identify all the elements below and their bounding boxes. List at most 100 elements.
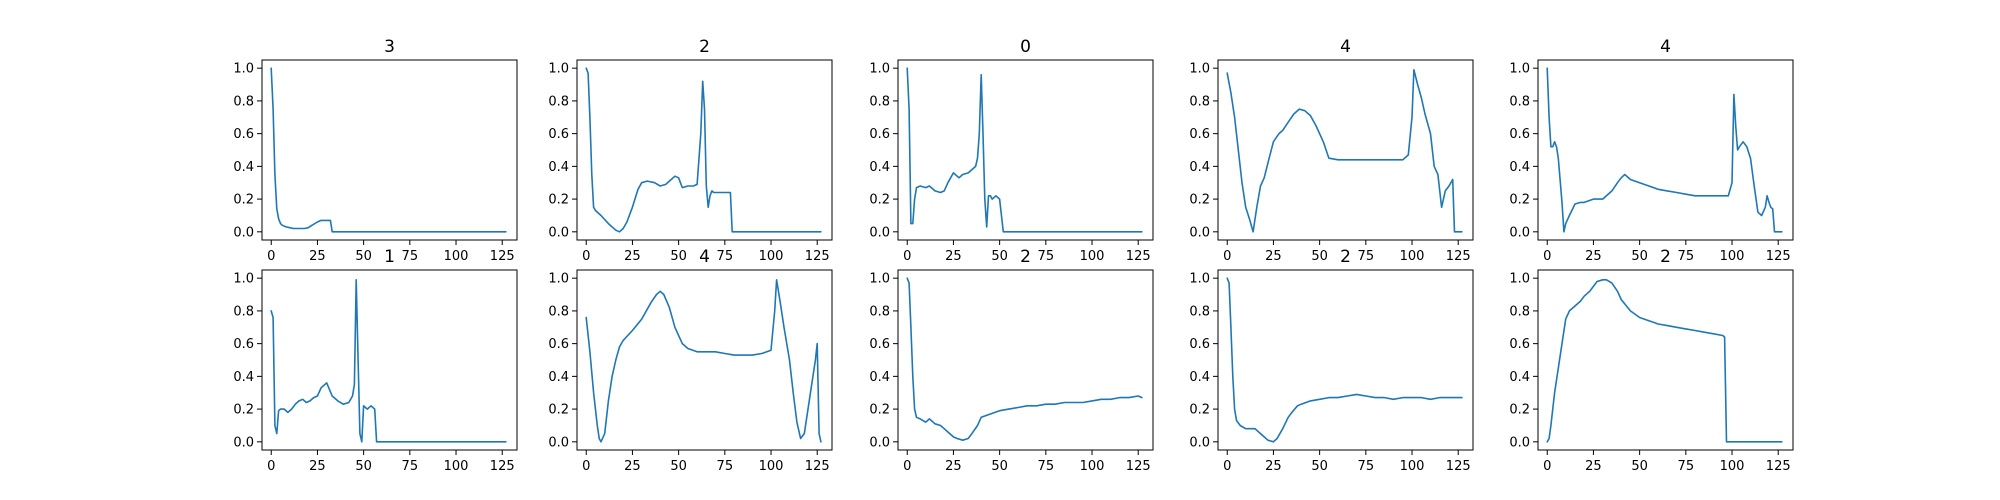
x-tick-label: 25	[1585, 249, 1602, 264]
x-tick-label: 0	[903, 459, 911, 474]
y-tick-label: 0.8	[869, 304, 890, 319]
series-line	[270, 67, 507, 233]
x-tick-label: 50	[991, 459, 1008, 474]
y-tick-label: 1.0	[1189, 272, 1210, 287]
x-tick-label: 75	[1038, 459, 1055, 474]
axes-frame	[1217, 269, 1474, 451]
x-tick-label: 25	[309, 249, 326, 264]
subplot-1: 3 0 25 50 75 100 125 0.0 0.2 0.4 0.6 0.8 1.0	[233, 37, 518, 264]
x-tick-label: 25	[624, 459, 641, 474]
subplot-2: 2 0 25 50 75 100 125 0.0 0.2 0.4 0.6 0.8 1.0	[548, 37, 833, 264]
y-tick-label: 0.4	[1509, 370, 1530, 385]
x-tick-label: 50	[1311, 459, 1328, 474]
y-tick-label: 0.2	[1509, 193, 1530, 208]
x-tick-label: 100	[759, 459, 784, 474]
subplot-6: 1 0 25 50 75 100 125 0.0 0.2 0.4 0.6 0.8 1.0	[233, 247, 518, 474]
x-tick-label: 100	[1720, 249, 1745, 264]
y-tick-label: 0.2	[869, 193, 890, 208]
y-tick-label: 0.0	[548, 225, 569, 240]
y-tick-label: 0.6	[548, 127, 569, 142]
x-tick-label: 50	[1631, 459, 1648, 474]
x-tick-label: 125	[805, 249, 830, 264]
y-tick-label: 0.8	[548, 94, 569, 109]
y-tick-label: 0.0	[233, 435, 254, 450]
x-tick-label: 100	[1400, 459, 1425, 474]
x-tick-label: 125	[1126, 249, 1151, 264]
series-line	[585, 67, 822, 233]
y-tick-label: 0.6	[233, 127, 254, 142]
x-tick-label: 75	[1678, 459, 1695, 474]
y-tick-label: 1.0	[548, 62, 569, 77]
x-tick-label: 100	[1080, 249, 1105, 264]
axes-frame	[261, 269, 518, 451]
x-tick-label: 125	[1446, 459, 1471, 474]
x-tick-label: 75	[402, 249, 419, 264]
x-tick-label: 50	[991, 249, 1008, 264]
y-tick-label: 0.0	[548, 435, 569, 450]
y-tick-label: 0.4	[233, 160, 254, 175]
x-tick-label: 25	[945, 459, 962, 474]
y-tick-label: 1.0	[233, 272, 254, 287]
x-tick-label: 75	[717, 249, 734, 264]
x-tick-label: 0	[1543, 459, 1551, 474]
x-tick-label: 25	[624, 249, 641, 264]
series-line	[1546, 67, 1783, 233]
series-line	[1226, 277, 1463, 443]
y-tick-label: 0.6	[869, 337, 890, 352]
x-tick-label: 0	[903, 249, 911, 264]
y-tick-label: 1.0	[1509, 272, 1530, 287]
y-tick-label: 1.0	[869, 272, 890, 287]
axes-frame	[897, 59, 1154, 241]
axes-frame	[897, 269, 1154, 451]
y-tick-label: 0.2	[1189, 193, 1210, 208]
subplot-10: 2 0 25 50 75 100 125 0.0 0.2 0.4 0.6 0.8 1.0	[1509, 247, 1794, 474]
x-tick-label: 100	[1400, 249, 1425, 264]
x-tick-label: 75	[1038, 249, 1055, 264]
y-tick-label: 0.8	[1509, 304, 1530, 319]
y-tick-label: 1.0	[548, 272, 569, 287]
y-tick-label: 0.8	[1189, 304, 1210, 319]
x-tick-label: 75	[1358, 249, 1375, 264]
x-tick-label: 100	[1080, 459, 1105, 474]
y-tick-label: 0.8	[233, 304, 254, 319]
subplot-7: 4 0 25 50 75 100 125 0.0 0.2 0.4 0.6 0.8 1.0	[548, 247, 833, 474]
y-tick-label: 0.4	[1509, 160, 1530, 175]
x-tick-label: 100	[444, 249, 469, 264]
subplot-title: 2	[1340, 247, 1351, 267]
subplot-title: 2	[1020, 247, 1031, 267]
y-tick-label: 0.4	[548, 160, 569, 175]
series-line	[906, 67, 1143, 233]
y-tick-label: 0.0	[1189, 435, 1210, 450]
y-tick-label: 0.8	[1509, 94, 1530, 109]
y-tick-label: 0.4	[1189, 370, 1210, 385]
x-tick-label: 25	[1265, 249, 1282, 264]
series-line	[270, 278, 507, 443]
axes-frame	[576, 269, 833, 451]
y-tick-label: 0.6	[548, 337, 569, 352]
y-tick-label: 0.4	[869, 160, 890, 175]
x-tick-label: 100	[444, 459, 469, 474]
y-tick-label: 0.8	[1189, 94, 1210, 109]
y-tick-label: 0.8	[233, 94, 254, 109]
y-tick-label: 1.0	[869, 62, 890, 77]
y-tick-label: 0.0	[869, 435, 890, 450]
subplot-4: 4 0 25 50 75 100 125 0.0 0.2 0.4 0.6 0.8 1.0	[1189, 37, 1474, 264]
subplot-title: 0	[1020, 37, 1031, 57]
x-tick-label: 25	[309, 459, 326, 474]
subplot-5: 4 0 25 50 75 100 125 0.0 0.2 0.4 0.6 0.8 1.0	[1509, 37, 1794, 264]
subplot-title: 4	[1340, 37, 1351, 57]
axes-frame	[1537, 59, 1794, 241]
subplot-title: 2	[1660, 247, 1671, 267]
y-tick-label: 1.0	[1509, 62, 1530, 77]
x-tick-label: 25	[1585, 459, 1602, 474]
x-tick-label: 25	[945, 249, 962, 264]
y-tick-label: 0.0	[233, 225, 254, 240]
x-tick-label: 0	[582, 249, 590, 264]
x-tick-label: 125	[1446, 249, 1471, 264]
y-tick-label: 0.2	[233, 403, 254, 418]
axes-frame	[261, 59, 518, 241]
x-tick-label: 100	[1720, 459, 1745, 474]
y-tick-label: 0.4	[869, 370, 890, 385]
subplot-title: 4	[699, 247, 710, 267]
